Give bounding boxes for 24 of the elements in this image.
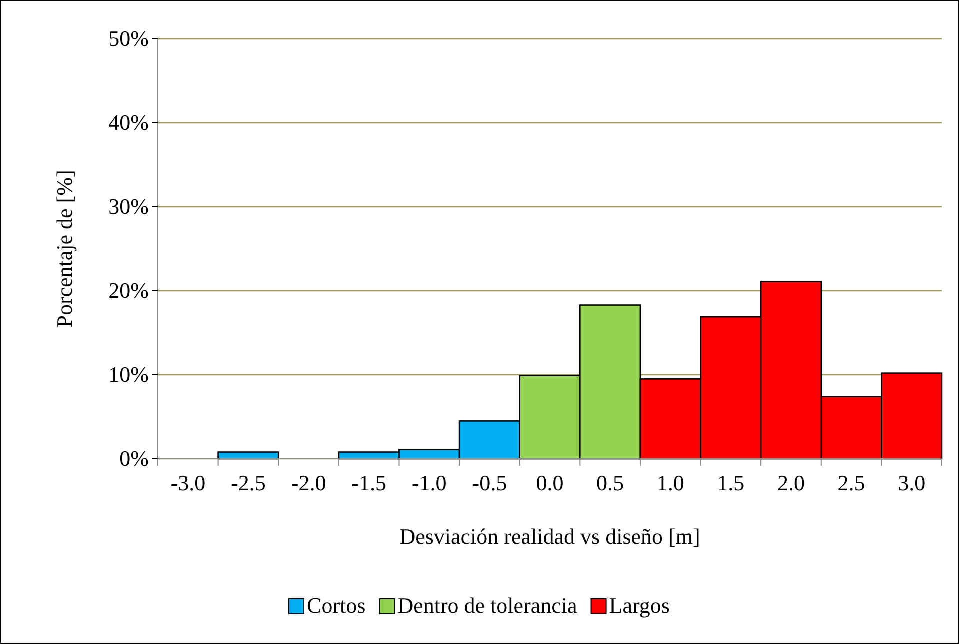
y-tick-label: 10% (108, 362, 149, 388)
x-tick-label: -2.0 (291, 470, 326, 496)
legend-label: Dentro de tolerancia (398, 593, 578, 618)
y-tick-label: 50% (108, 26, 149, 52)
x-tick-label: 2.5 (838, 470, 866, 496)
x-tick-label: 0.5 (596, 470, 624, 496)
x-tick-label: 0.0 (536, 470, 564, 496)
y-tick-label: 0% (120, 446, 149, 472)
x-tick-label: -0.5 (472, 470, 508, 496)
y-tick-label: 30% (108, 194, 149, 220)
x-tick-label: 3.0 (898, 470, 926, 496)
x-tick-label: 2.0 (777, 470, 805, 496)
x-tick-label: 1.0 (656, 470, 684, 496)
x-tick-label: -1.5 (352, 470, 386, 496)
y-tick-label: 40% (108, 110, 149, 136)
x-tick-label: 1.5 (717, 470, 745, 496)
x-tick-label: -3.0 (170, 470, 206, 496)
x-tick-label: -1.0 (412, 470, 447, 496)
x-tick-label: -2.5 (231, 470, 266, 496)
legend-label: Cortos (307, 593, 366, 618)
y-tick-label: 20% (108, 278, 149, 304)
legend-label: Largos (609, 593, 670, 618)
y-axis-title: Porcentaje de [%] (52, 170, 77, 328)
x-axis-title: Desviación realidad vs diseño [m] (400, 524, 700, 549)
